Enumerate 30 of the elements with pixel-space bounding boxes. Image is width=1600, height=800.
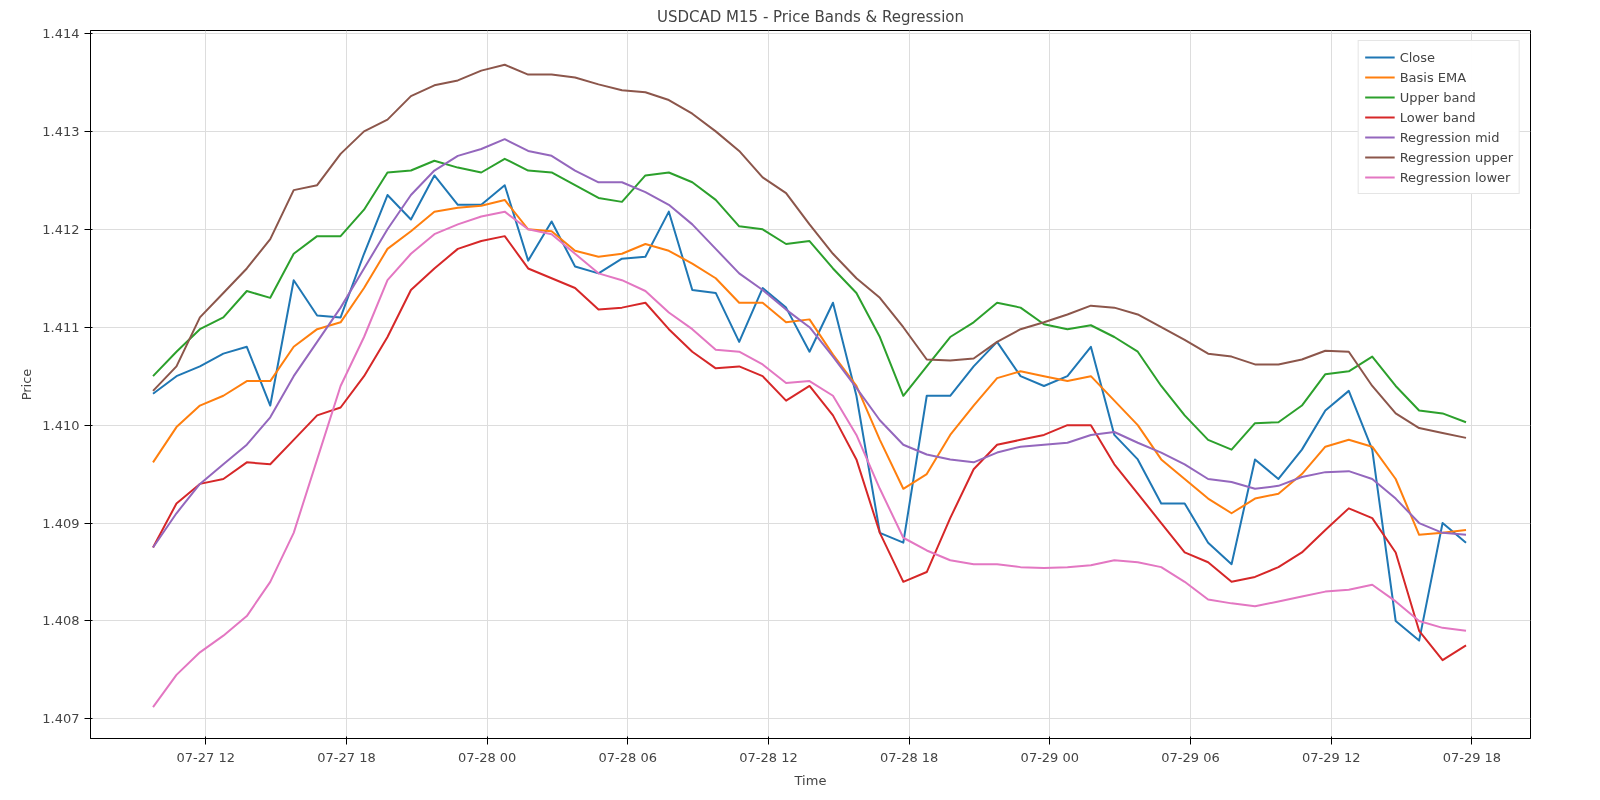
y-tick-label: 1.407 bbox=[42, 711, 80, 727]
y-axis-title: Price bbox=[19, 368, 35, 401]
y-tick-label: 1.411 bbox=[42, 319, 80, 335]
x-tick-label: 07-28 06 bbox=[598, 749, 658, 765]
x-tick-label: 07-29 18 bbox=[1442, 749, 1502, 765]
y-tick-label: 1.410 bbox=[42, 417, 80, 433]
line-series bbox=[152, 198, 1468, 536]
legend-label: Lower band bbox=[1399, 109, 1476, 125]
legend-label: Basis EMA bbox=[1399, 69, 1467, 85]
legend-label: Regression upper bbox=[1399, 149, 1513, 165]
y-tick-label: 1.409 bbox=[42, 515, 80, 531]
x-tick-label: 07-29 06 bbox=[1161, 749, 1220, 765]
x-tick-label: 07-28 12 bbox=[739, 749, 798, 765]
y-tick-label: 1.413 bbox=[42, 123, 80, 139]
legend-label: Close bbox=[1399, 49, 1436, 65]
legend-label: Upper band bbox=[1399, 89, 1476, 105]
legend-label: Regression lower bbox=[1399, 169, 1511, 185]
y-tick-label: 1.412 bbox=[42, 221, 80, 237]
y-tick-label: 1.414 bbox=[42, 25, 80, 41]
y-tick-label: 1.408 bbox=[42, 613, 80, 629]
x-tick-label: 07-29 00 bbox=[1020, 749, 1080, 765]
chart-title: USDCAD M15 - Price Bands & Regression bbox=[656, 7, 965, 26]
x-axis-title: Time bbox=[793, 772, 827, 788]
x-tick-label: 07-28 18 bbox=[879, 749, 939, 765]
x-tick-label: 07-28 00 bbox=[457, 749, 517, 765]
x-tick-label: 07-27 12 bbox=[176, 749, 236, 765]
legend-label: Regression mid bbox=[1399, 129, 1500, 145]
x-tick-label: 07-29 12 bbox=[1301, 749, 1361, 765]
x-tick-label: 07-27 18 bbox=[317, 749, 376, 765]
line-series bbox=[152, 174, 1468, 642]
